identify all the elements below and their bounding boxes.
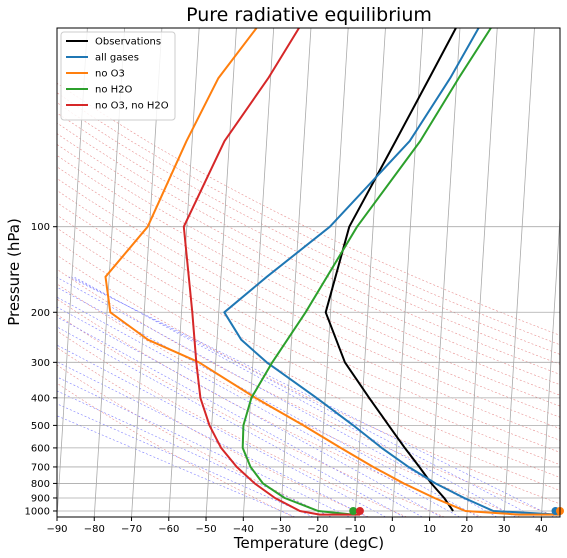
series-line xyxy=(182,28,361,516)
legend-label: no O3 xyxy=(95,69,125,80)
series-line xyxy=(241,28,492,516)
plot-frame xyxy=(56,27,561,518)
y-tick-label: 900 xyxy=(31,493,50,504)
x-tick-label: −90 xyxy=(46,524,67,535)
y-tick-label: 300 xyxy=(31,358,50,369)
isotherm-line xyxy=(429,28,461,517)
x-tick-label: −80 xyxy=(84,524,105,535)
chart-title: Pure radiative equilibrium xyxy=(186,4,432,26)
dry-adiabat xyxy=(57,144,560,396)
x-tick-label: −40 xyxy=(233,524,254,535)
surface-marker xyxy=(355,507,364,515)
dry-adiabat xyxy=(57,122,560,375)
dry-adiabat xyxy=(57,92,560,346)
dry-adiabat xyxy=(57,314,445,517)
dry-adiabat xyxy=(57,241,560,491)
grid-lines xyxy=(57,28,560,517)
x-tick-label: 40 xyxy=(535,524,548,535)
dry-adiabat xyxy=(57,254,560,505)
y-tick-label: 400 xyxy=(31,393,50,404)
x-tick-label: −60 xyxy=(158,524,179,535)
legend-label: Observations xyxy=(95,37,161,48)
x-axis-ticks: −90 −80 −70 −60 −50 −40 −30 −20 −10 0 10 20 30 40 xyxy=(46,517,548,535)
y-tick-label: 100 xyxy=(31,222,50,233)
series-line xyxy=(324,28,457,512)
surface-marker xyxy=(349,507,358,515)
y-tick-label: 500 xyxy=(31,421,50,432)
isotherm-line xyxy=(466,28,498,517)
isotherm-line xyxy=(205,28,237,517)
x-tick-label: −10 xyxy=(345,524,366,535)
x-tick-label: −70 xyxy=(121,524,142,535)
dry-adiabat xyxy=(57,283,521,517)
dry-adiabat xyxy=(57,112,560,365)
legend-label: all gases xyxy=(95,53,139,64)
isotherm-line xyxy=(242,28,275,517)
dry-adiabat xyxy=(57,347,369,517)
x-axis-label: Temperature (degC) xyxy=(233,534,384,552)
y-axis-ticks: 100 200 300 400 500 600 700 800 900 1000 xyxy=(25,222,57,517)
legend-label: no H2O xyxy=(95,85,133,96)
isotherm-line xyxy=(168,28,200,517)
isotherm-line xyxy=(317,28,349,517)
x-tick-label: 20 xyxy=(460,524,473,535)
x-tick-label: −30 xyxy=(270,524,291,535)
surface-markers xyxy=(349,507,564,515)
dry-adiabat xyxy=(57,382,294,517)
y-tick-label: 700 xyxy=(31,462,50,473)
y-tick-label: 600 xyxy=(31,443,50,454)
isotherm-line xyxy=(503,28,535,517)
dry-adiabat xyxy=(57,227,560,478)
series-line xyxy=(223,28,559,516)
x-tick-label: 10 xyxy=(423,524,436,535)
y-tick-label: 200 xyxy=(31,308,50,319)
x-tick-label: 30 xyxy=(498,524,511,535)
legend-box xyxy=(60,31,176,121)
y-axis-label: Pressure (hPa) xyxy=(5,218,23,326)
isotherm-line xyxy=(280,28,312,517)
y-tick-label: 800 xyxy=(31,479,50,490)
x-tick-label: −20 xyxy=(307,524,328,535)
isotherm-line xyxy=(354,28,386,517)
legend: Observations all gases no O3 no H2O no O3, n… xyxy=(60,31,176,121)
dry-adiabat xyxy=(57,268,558,517)
x-tick-label: −50 xyxy=(195,524,216,535)
x-tick-label: 0 xyxy=(389,524,395,535)
isotherm-line xyxy=(391,28,424,517)
series-layer xyxy=(104,28,560,516)
series-line xyxy=(104,28,560,516)
dry-adiabat xyxy=(57,298,483,517)
dry-adiabat xyxy=(57,166,560,418)
isotherm-line xyxy=(540,210,560,517)
y-tick-label: 1000 xyxy=(25,506,50,517)
legend-label: no O3, no H2O xyxy=(95,101,169,112)
